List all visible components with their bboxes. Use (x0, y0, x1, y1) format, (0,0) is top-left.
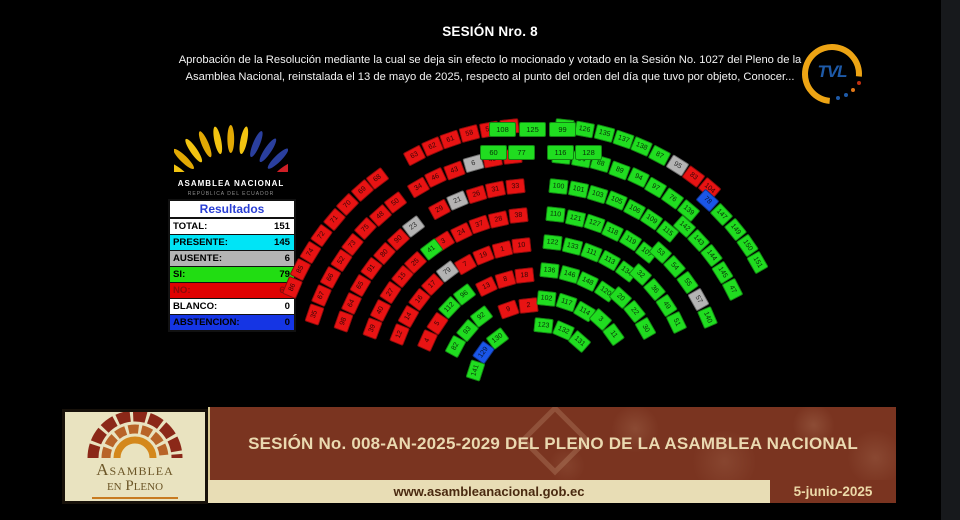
footer-logo-rule (92, 497, 178, 499)
results-row: AUSENTE: 6 (170, 251, 294, 267)
seat-99: 99 (549, 121, 576, 137)
footer-logo-line2: en Pleno (106, 478, 164, 494)
seat-31: 31 (484, 179, 507, 199)
result-label: NO: (173, 285, 191, 296)
seat-38: 38 (508, 207, 529, 225)
letterbox-strip (941, 0, 960, 520)
footer-strip: www.asambleanacional.gob.ec 5-junio-2025 (208, 480, 896, 503)
session-description: Aprobación de la Resolución mediante la … (130, 52, 850, 86)
seat-18: 18 (514, 267, 536, 285)
seat-10: 10 (511, 237, 533, 255)
seat-128: 128 (575, 144, 602, 160)
footer-logo-box: Asamblea en Pleno (62, 409, 208, 504)
tvl-dot-blue2 (844, 93, 848, 97)
session-date: 5-junio-2025 (770, 480, 896, 503)
seat-77: 77 (508, 144, 535, 160)
tvl-dot-orange (851, 88, 855, 92)
result-value: 151 (273, 221, 290, 232)
result-label: TOTAL: (173, 221, 208, 232)
result-label: BLANCO: (173, 301, 218, 312)
seat-26: 26 (465, 184, 488, 205)
tvl-label: TVL (817, 62, 847, 81)
seat-60: 60 (480, 144, 507, 160)
result-value: 0 (284, 317, 290, 328)
tvl-logo: TVL (789, 31, 875, 117)
seat-122: 122 (542, 234, 563, 252)
seat-51: 51 (665, 310, 688, 335)
seat-35: 35 (304, 302, 325, 326)
results-row: ABSTENCION: 0 (170, 315, 294, 330)
feather-fan-icon (152, 125, 310, 198)
seat-126: 126 (573, 120, 596, 139)
seat-2: 2 (517, 297, 539, 314)
emblem-subtitle: REPÚBLICA DEL ECUADOR (187, 191, 275, 197)
results-row: TOTAL: 151 (170, 219, 294, 235)
seat-33: 33 (505, 177, 526, 195)
result-label: AUSENTE: (173, 253, 223, 264)
seat-141: 141 (465, 358, 486, 382)
seat-39: 39 (361, 316, 383, 341)
seat-8: 8 (494, 269, 517, 290)
tvl-dot-blue (836, 96, 840, 100)
result-value: 6 (284, 253, 290, 264)
seat-47: 47 (721, 277, 744, 302)
results-row: PRESENTE: 145 (170, 235, 294, 251)
seat-135: 135 (592, 123, 616, 144)
results-title: Resultados (170, 201, 294, 219)
emblem-title: ASAMBLEA NACIONAL (177, 179, 285, 188)
footer-logo-line1: Asamblea (96, 460, 174, 479)
assembly-emblem: ASAMBLEA NACIONAL REPÚBLICA DEL ECUADOR (152, 120, 310, 198)
seat-9: 9 (497, 299, 521, 321)
result-label: PRESENTE: (173, 237, 228, 248)
banner-pattern (210, 407, 896, 480)
seat-102: 102 (536, 290, 557, 307)
result-value: 145 (273, 237, 290, 248)
seat-136: 136 (539, 262, 560, 280)
banner-title: SESIÓN No. 008-AN-2025-2029 DEL PLENO DE… (248, 434, 858, 453)
description-line-2: Asamblea Nacional, reinstalada el 13 de … (185, 71, 795, 83)
description-line-1: Aprobación de la Resolución mediante la … (178, 54, 802, 66)
seat-1: 1 (491, 239, 514, 259)
seat-125: 125 (519, 121, 546, 137)
seat-110: 110 (545, 206, 566, 224)
result-label: ABSTENCION: (173, 317, 240, 328)
header: SESIÓN Nro. 8 Aprobación de la Resolució… (130, 24, 850, 86)
seat-108: 108 (489, 121, 516, 137)
seat-58: 58 (458, 123, 482, 144)
results-table-body: TOTAL: 151 PRESENTE: 145 AUSENTE: 6 SI: 79 NO:64… (170, 219, 294, 330)
seat-100: 100 (548, 177, 569, 195)
seat-101: 101 (567, 179, 589, 199)
results-panel: Resultados TOTAL: 151 PRESENTE: 145 AUSENTE:… (168, 199, 296, 332)
result-label: SI: (173, 269, 186, 280)
seat-123: 123 (533, 316, 555, 334)
results-row: BLANCO: 0 (170, 299, 294, 315)
results-row: NO:64 (170, 283, 294, 299)
hemicycle-arcs-icon (87, 410, 183, 459)
session-title: SESIÓN Nro. 8 (442, 24, 538, 39)
tvl-dot-red (857, 81, 861, 85)
seat-28: 28 (488, 209, 510, 229)
result-value: 79 (279, 269, 290, 280)
seat-116: 116 (547, 144, 574, 160)
website-url: www.asambleanacional.gob.ec (393, 484, 585, 499)
results-row: SI: 79 (170, 267, 294, 283)
result-value: 0 (284, 301, 290, 312)
seat-98: 98 (333, 310, 354, 334)
footer-banner: SESIÓN No. 008-AN-2025-2029 DEL PLENO DE… (208, 407, 896, 480)
